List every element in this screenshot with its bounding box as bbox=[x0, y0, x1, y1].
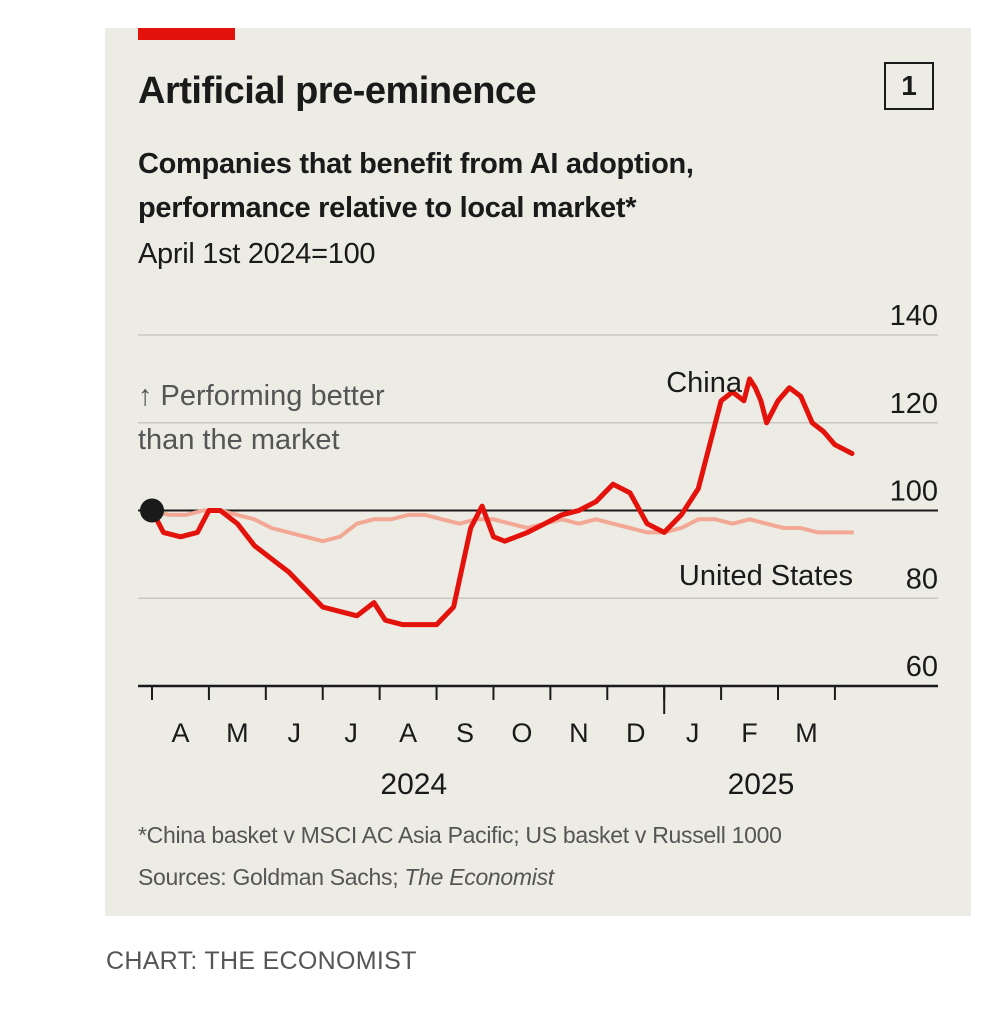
gridlines bbox=[138, 334, 938, 599]
sources-publication: The Economist bbox=[404, 864, 554, 890]
sources-prefix: Sources: Goldman Sachs; bbox=[138, 864, 405, 890]
united-states-series-line bbox=[150, 508, 854, 544]
chart-unit: April 1st 2024=100 bbox=[138, 238, 376, 270]
x-month-label: F bbox=[741, 718, 758, 748]
sources: Sources: Goldman Sachs; The Economist bbox=[138, 864, 554, 891]
x-month-label: J bbox=[344, 718, 358, 748]
x-axis: A M J J A S O N D J F M 2024 2025 bbox=[138, 684, 938, 801]
subtitle-line-2: performance relative to local market* bbox=[138, 192, 637, 224]
x-year-label-2025: 2025 bbox=[728, 768, 795, 801]
chart-card bbox=[105, 28, 971, 916]
x-month-label: A bbox=[171, 718, 189, 748]
annotation-line-1: ↑ Performing better bbox=[138, 380, 385, 412]
brand-tag bbox=[138, 28, 235, 40]
annotations: ↑ Performing better than the market bbox=[138, 368, 860, 592]
china-series-line bbox=[149, 376, 855, 628]
y-tick-label-80: 80 bbox=[906, 563, 938, 595]
united-states-series-label: United States bbox=[679, 560, 853, 592]
x-month-label: A bbox=[399, 718, 417, 748]
x-month-label: S bbox=[456, 718, 474, 748]
x-month-label: D bbox=[626, 718, 646, 748]
footnote: *China basket v MSCI AC Asia Pacific; US… bbox=[138, 822, 782, 848]
y-tick-label-100: 100 bbox=[890, 476, 938, 508]
chart-title: Artificial pre-eminence bbox=[138, 70, 537, 112]
x-year-label-2024: 2024 bbox=[380, 768, 447, 801]
chart-number-badge: 1 bbox=[884, 62, 934, 110]
y-tick-label-140: 140 bbox=[890, 300, 938, 332]
x-month-label: J bbox=[288, 718, 302, 748]
chart-subtitle: Companies that benefit from AI adoption,… bbox=[138, 142, 694, 230]
china-series-label: China bbox=[666, 367, 743, 399]
x-month-label: M bbox=[226, 718, 249, 748]
x-month-label: N bbox=[569, 718, 589, 748]
x-month-label: J bbox=[686, 718, 700, 748]
annotation-line-2: than the market bbox=[138, 424, 340, 456]
y-tick-label-120: 120 bbox=[890, 388, 938, 420]
y-tick-label-60: 60 bbox=[906, 651, 938, 683]
y-axis-labels: 80 100 120 140 60 bbox=[890, 300, 938, 683]
index-start-point bbox=[140, 498, 164, 523]
x-month-label: M bbox=[795, 718, 818, 748]
series: China United States bbox=[140, 367, 855, 628]
subtitle-line-1: Companies that benefit from AI adoption, bbox=[138, 148, 694, 180]
x-month-label: O bbox=[511, 718, 532, 748]
chart-credit: CHART: THE ECONOMIST bbox=[106, 947, 417, 975]
us-label-backing bbox=[642, 556, 860, 592]
china-label-backing bbox=[442, 368, 742, 404]
